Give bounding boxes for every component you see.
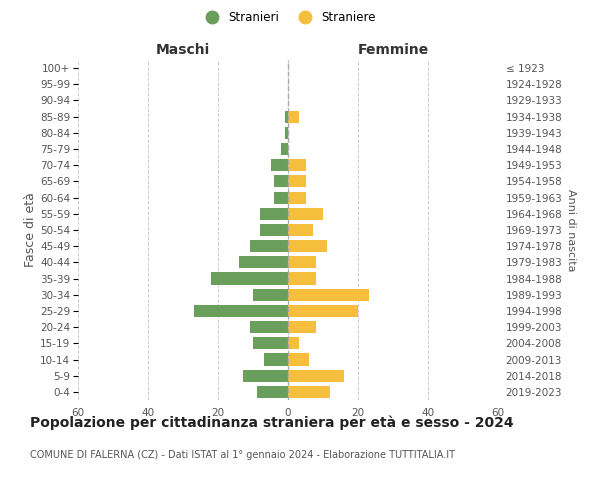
Text: Maschi: Maschi: [156, 42, 210, 56]
Bar: [193, 305, 288, 317]
Text: COMUNE DI FALERNA (CZ) - Dati ISTAT al 1° gennaio 2024 - Elaborazione TUTTITALIA: COMUNE DI FALERNA (CZ) - Dati ISTAT al 1…: [30, 450, 455, 460]
Bar: [239, 256, 288, 268]
Bar: [242, 370, 288, 382]
Bar: [274, 176, 288, 188]
Bar: [288, 386, 330, 398]
Bar: [271, 159, 288, 172]
Bar: [288, 288, 368, 301]
Bar: [288, 256, 316, 268]
Bar: [263, 354, 288, 366]
Bar: [288, 272, 316, 284]
Bar: [288, 305, 358, 317]
Bar: [288, 321, 316, 333]
Bar: [288, 208, 323, 220]
Bar: [260, 208, 288, 220]
Bar: [288, 224, 313, 236]
Bar: [288, 370, 344, 382]
Text: Popolazione per cittadinanza straniera per età e sesso - 2024: Popolazione per cittadinanza straniera p…: [30, 415, 514, 430]
Bar: [288, 110, 299, 122]
Bar: [288, 338, 299, 349]
Bar: [284, 110, 288, 122]
Bar: [257, 386, 288, 398]
Bar: [281, 143, 288, 155]
Bar: [250, 240, 288, 252]
Legend: Stranieri, Straniere: Stranieri, Straniere: [197, 8, 379, 26]
Bar: [288, 354, 309, 366]
Bar: [288, 159, 305, 172]
Y-axis label: Anni di nascita: Anni di nascita: [566, 188, 576, 271]
Bar: [284, 127, 288, 139]
Y-axis label: Fasce di età: Fasce di età: [25, 192, 37, 268]
Text: Femmine: Femmine: [358, 42, 428, 56]
Bar: [274, 192, 288, 203]
Bar: [253, 338, 288, 349]
Bar: [288, 192, 305, 203]
Bar: [250, 321, 288, 333]
Bar: [288, 176, 305, 188]
Bar: [260, 224, 288, 236]
Bar: [288, 240, 326, 252]
Bar: [253, 288, 288, 301]
Bar: [211, 272, 288, 284]
